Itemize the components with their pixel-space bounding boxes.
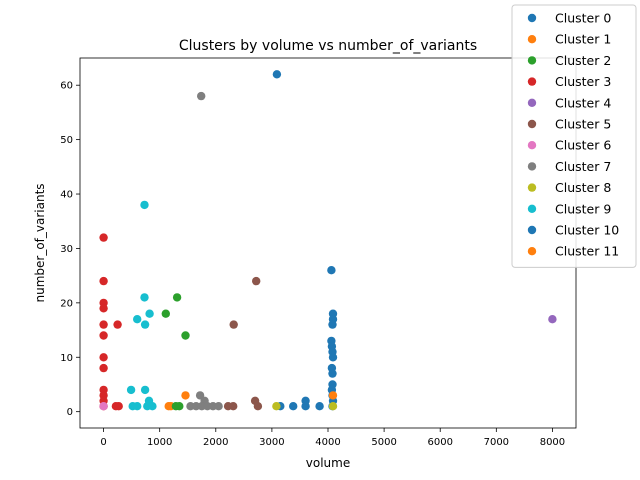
- data-point-cluster-0: [327, 266, 336, 275]
- legend-marker: [527, 204, 537, 213]
- data-point-cluster-3: [99, 233, 108, 242]
- data-point-cluster-2: [161, 309, 170, 318]
- legend-label: Cluster 3: [555, 74, 611, 89]
- data-point-cluster-5: [229, 320, 238, 329]
- x-axis-ticks: 0 1000 2000 3000 4000 5000 6000 7000 8000: [100, 428, 565, 448]
- data-point-cluster-3: [113, 320, 122, 329]
- legend-label: Cluster 0: [555, 11, 611, 26]
- data-point-cluster-3: [99, 363, 108, 373]
- x-tick-label: 1000: [147, 437, 172, 448]
- legend-label: Cluster 2: [555, 53, 611, 68]
- data-point-cluster-1: [328, 391, 338, 400]
- data-point-cluster-0: [328, 369, 337, 378]
- y-axis-label: number_of_variants: [33, 183, 47, 302]
- plot-area: [80, 58, 576, 428]
- legend-marker: [527, 13, 537, 23]
- legend-label: Cluster 9: [555, 201, 611, 216]
- data-points: [99, 70, 557, 411]
- data-point-cluster-3: [99, 276, 108, 286]
- data-point-cluster-7: [197, 91, 206, 101]
- data-point-cluster-0: [289, 402, 298, 411]
- legend-label: Cluster 6: [555, 138, 611, 153]
- data-point-cluster-5: [252, 276, 261, 286]
- legend-marker: [527, 35, 537, 44]
- y-axis-ticks: 0 10 20 30 40 50 60: [60, 81, 80, 418]
- data-point-cluster-7: [214, 402, 223, 411]
- legend-marker: [527, 98, 537, 108]
- chart-title: Clusters by volume vs number_of_variants: [179, 38, 477, 54]
- legend-marker: [527, 119, 537, 129]
- data-point-cluster-4: [548, 315, 557, 324]
- legend-marker: [527, 247, 537, 256]
- data-point-cluster-0: [328, 353, 338, 362]
- y-tick-label: 50: [60, 135, 73, 146]
- legend-marker: [527, 56, 537, 65]
- data-point-cluster-2: [175, 402, 184, 411]
- data-point-cluster-0: [315, 402, 324, 411]
- data-point-cluster-2: [181, 331, 190, 340]
- x-axis-label: volume: [306, 456, 350, 470]
- data-point-cluster-2: [172, 293, 182, 302]
- data-point-cluster-5: [229, 402, 238, 411]
- legend-box: [511, 4, 637, 268]
- data-point-cluster-5: [253, 402, 263, 411]
- data-point-cluster-3: [99, 331, 108, 340]
- legend-marker: [527, 141, 537, 150]
- legend: Cluster 0 Cluster 1 Cluster 2 Cluster 3 Clus…: [511, 4, 637, 268]
- legend-label: Cluster 8: [555, 180, 611, 195]
- legend-marker: [527, 162, 537, 171]
- legend-marker: [527, 77, 537, 86]
- data-point-cluster-3: [99, 304, 108, 313]
- legend-label: Cluster 11: [555, 244, 619, 259]
- y-tick-label: 0: [67, 407, 73, 418]
- x-tick-label: 8000: [540, 437, 565, 448]
- x-tick-label: 5000: [371, 437, 396, 448]
- data-point-cluster-0: [272, 70, 282, 79]
- x-tick-label: 2000: [203, 437, 228, 448]
- data-point-cluster-3: [99, 353, 108, 362]
- data-point-cluster-3: [114, 402, 123, 411]
- data-point-cluster-8: [328, 402, 338, 411]
- y-tick-label: 10: [60, 353, 73, 364]
- legend-marker: [527, 183, 537, 192]
- data-point-cluster-9: [140, 385, 150, 395]
- data-point-cluster-9: [148, 402, 157, 411]
- data-point-cluster-9: [140, 200, 149, 210]
- legend-label: Cluster 4: [555, 95, 611, 110]
- legend-label: Cluster 10: [555, 223, 619, 238]
- x-tick-label: 0: [100, 437, 106, 448]
- legend-marker: [527, 225, 537, 235]
- data-point-cluster-9: [145, 309, 154, 318]
- data-point-cluster-6: [99, 402, 108, 411]
- data-point-cluster-9: [133, 315, 142, 324]
- legend-label: Cluster 5: [555, 117, 611, 132]
- data-point-cluster-9: [126, 385, 136, 395]
- data-point-cluster-0: [328, 320, 337, 329]
- y-tick-label: 20: [60, 298, 73, 309]
- data-point-cluster-9: [140, 320, 150, 329]
- x-tick-label: 3000: [259, 437, 284, 448]
- y-tick-label: 60: [60, 81, 73, 92]
- x-tick-label: 7000: [484, 437, 509, 448]
- data-point-cluster-0: [301, 396, 310, 405]
- y-tick-label: 30: [60, 244, 73, 255]
- data-point-cluster-9: [133, 402, 142, 411]
- data-point-cluster-9: [140, 293, 149, 302]
- x-tick-label: 6000: [427, 437, 452, 448]
- data-point-cluster-8: [272, 402, 281, 411]
- y-tick-label: 40: [60, 190, 73, 201]
- legend-label: Cluster 7: [555, 159, 611, 174]
- data-point-cluster-1: [181, 391, 190, 400]
- legend-label: Cluster 1: [555, 32, 611, 47]
- x-tick-label: 4000: [315, 437, 340, 448]
- data-point-cluster-3: [99, 320, 108, 329]
